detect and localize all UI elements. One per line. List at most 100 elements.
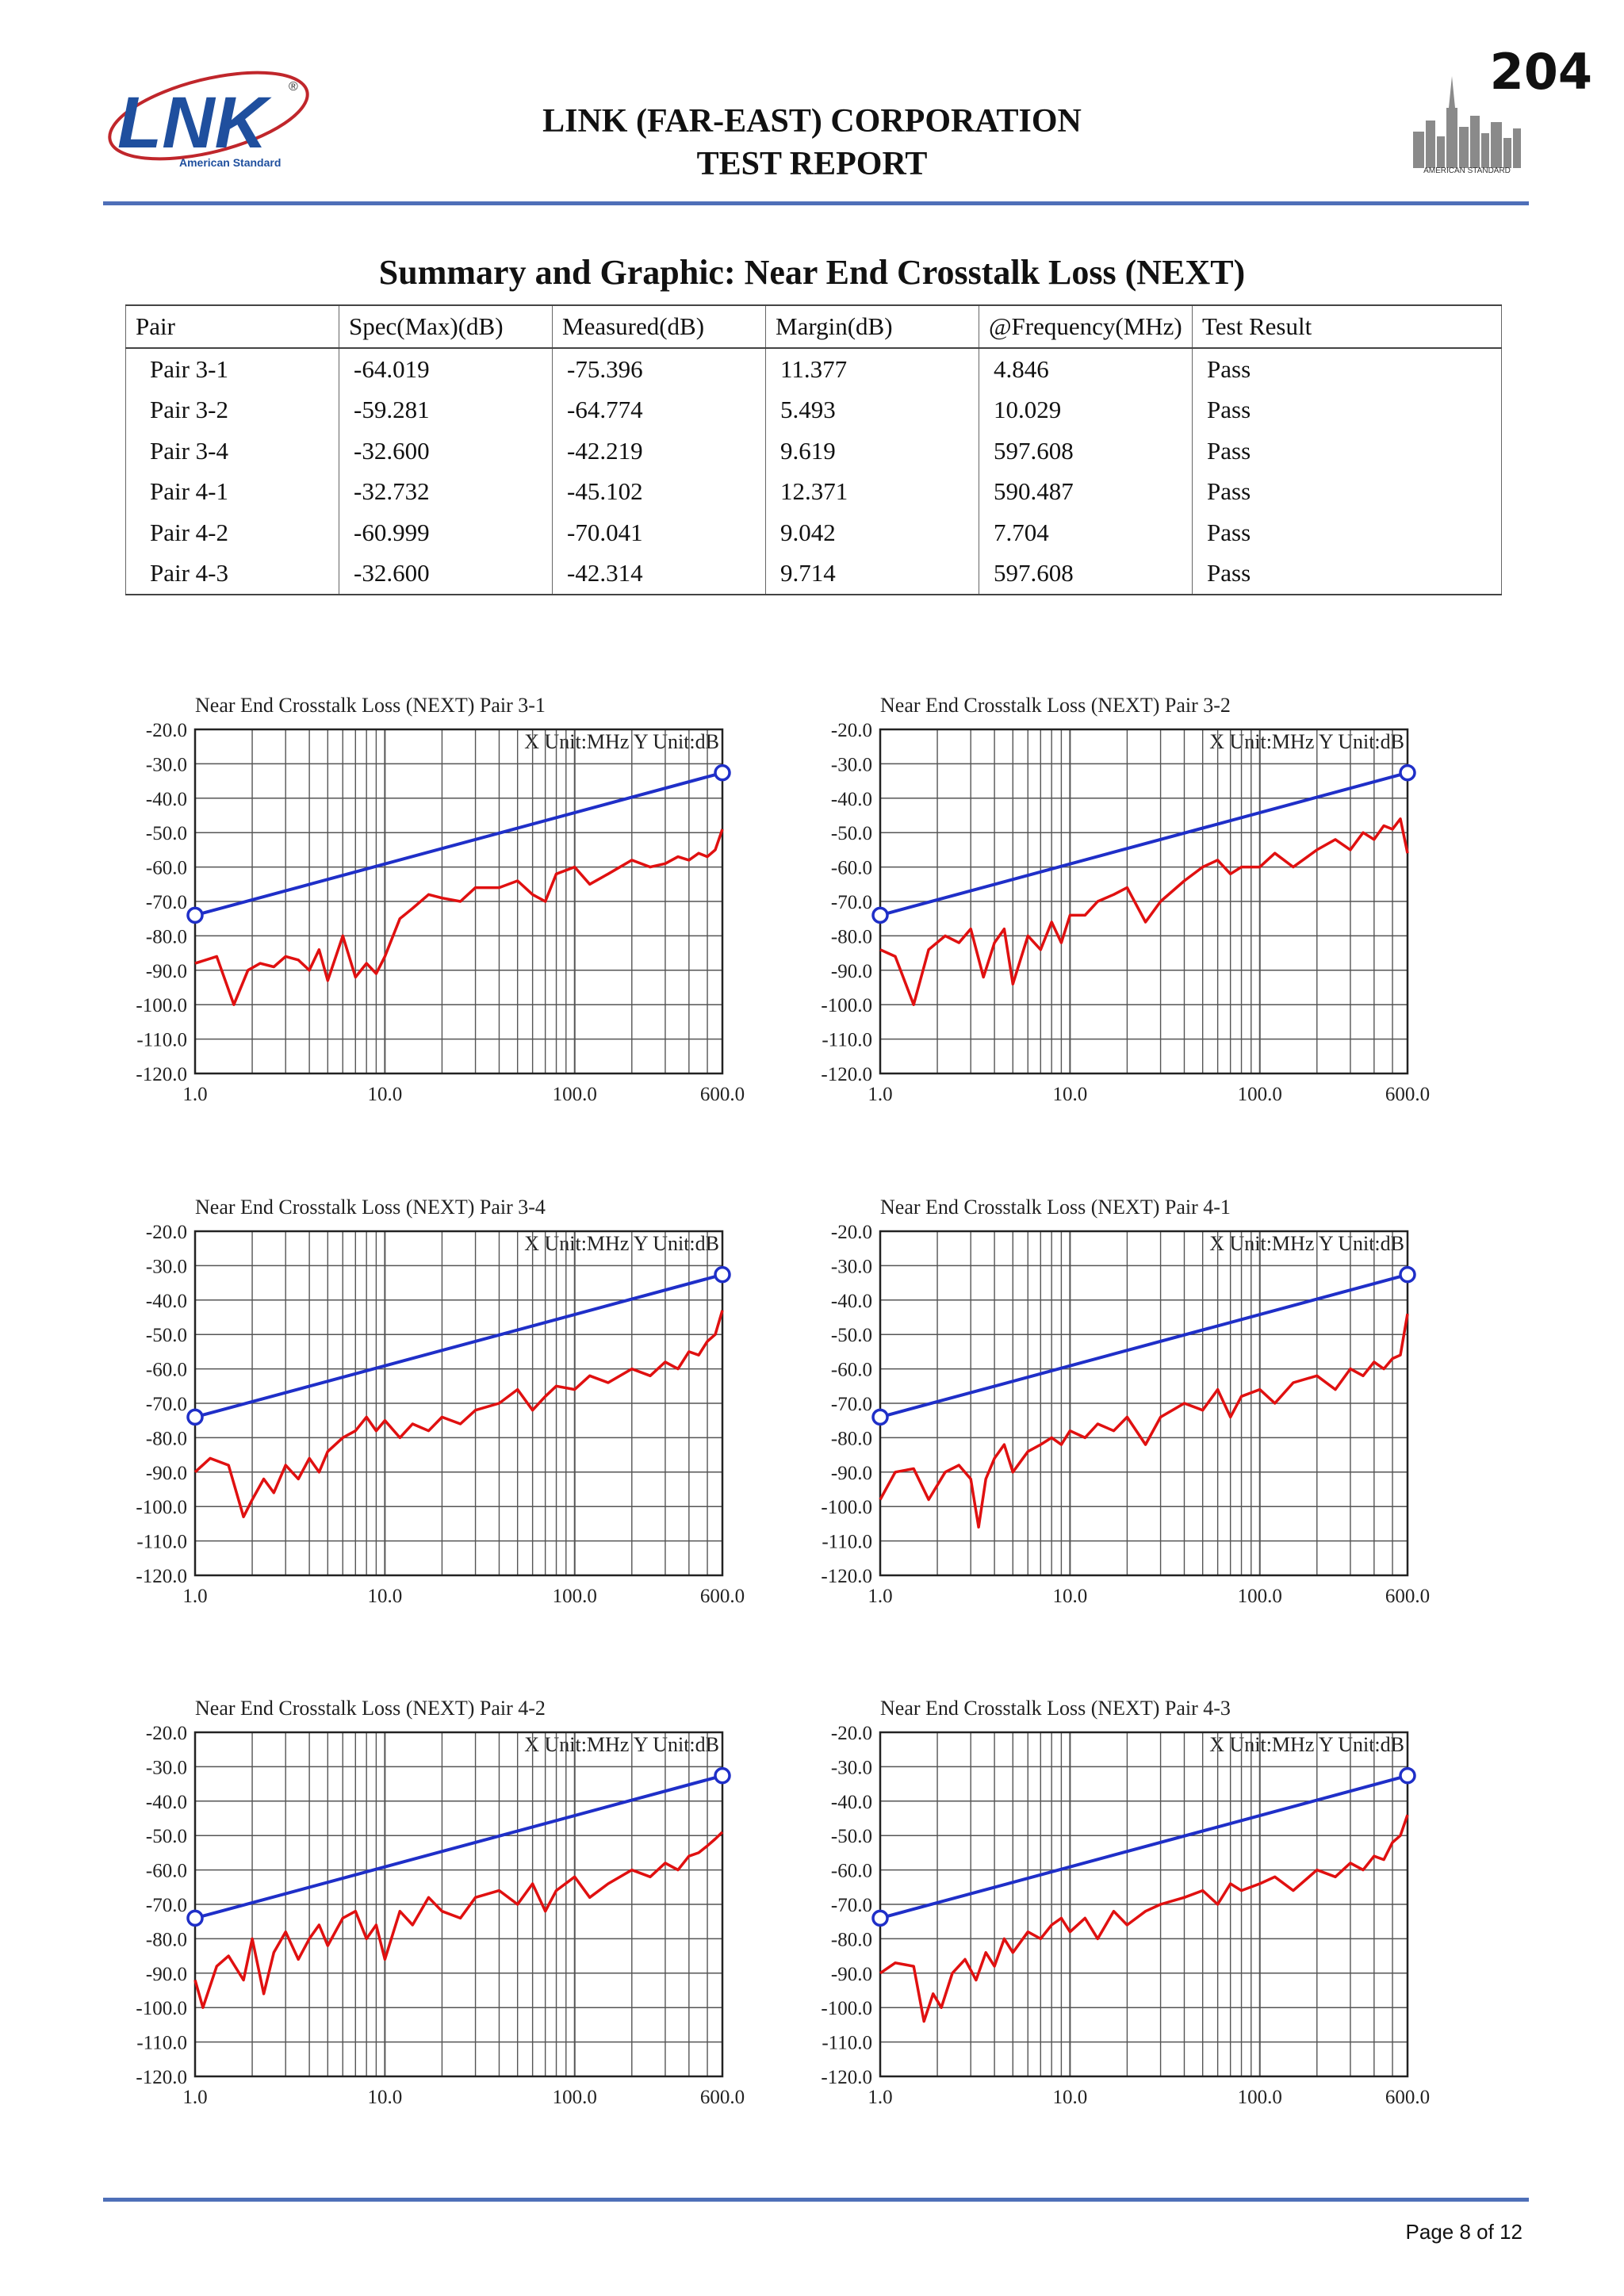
chart-title: Near End Crosstalk Loss (NEXT) Pair 4-3	[880, 1697, 1231, 1720]
measured-line	[879, 1814, 1409, 2023]
chart-grid	[879, 1731, 1409, 2078]
cell-result: Pass	[1192, 430, 1502, 472]
section-title: Summary and Graphic: Near End Crosstalk …	[378, 253, 1246, 292]
footer-divider	[103, 2198, 1529, 2202]
x-tick-label: 1.0	[182, 1586, 207, 1607]
y-tick-label: -30.0	[831, 754, 872, 775]
y-tick-label: -70.0	[831, 892, 872, 913]
cell-pair: Pair 4-3	[125, 553, 339, 595]
cell-pair: Pair 3-2	[125, 389, 339, 430]
y-tick-label: -50.0	[146, 823, 187, 844]
measured-line	[193, 1831, 724, 2009]
x-tick-label: 1.0	[182, 2087, 207, 2108]
y-tick-label: -90.0	[831, 1964, 872, 1985]
chart-pair-4-3: Near End Crosstalk Loss (NEXT) Pair 4-3 X…	[821, 1697, 1430, 2108]
cell-measured: -42.219	[552, 430, 766, 472]
cell-margin: 9.619	[765, 430, 979, 472]
header-divider	[103, 201, 1529, 205]
y-tick-label: -110.0	[822, 2033, 872, 2054]
x-tick-label: 10.0	[367, 1084, 402, 1105]
cell-pair: Pair 4-1	[125, 471, 339, 512]
y-tick-label: -120.0	[136, 1064, 187, 1085]
chart-grid	[193, 1731, 724, 2078]
x-tick-label: 600.0	[700, 2087, 745, 2108]
y-tick-label: -120.0	[136, 1566, 187, 1587]
cell-margin: 5.493	[765, 389, 979, 430]
cell-measured: -42.314	[552, 553, 766, 595]
x-tick-label: 10.0	[367, 2087, 402, 2108]
y-tick-label: -20.0	[831, 1723, 872, 1744]
measured-line	[879, 1313, 1409, 1529]
y-tick-label: -80.0	[146, 1428, 187, 1449]
y-tick-label: -40.0	[831, 1291, 872, 1312]
chart-pair-3-4: Near End Crosstalk Loss (NEXT) Pair 3-4 X…	[136, 1196, 745, 1607]
y-tick-label: -20.0	[831, 1222, 872, 1243]
cell-margin: 11.377	[765, 348, 979, 390]
chart-grid	[879, 728, 1409, 1075]
spec-limit-line	[194, 771, 723, 917]
chart-title: Near End Crosstalk Loss (NEXT) Pair 4-2	[195, 1697, 546, 1720]
x-tick-label: 10.0	[1052, 2087, 1087, 2108]
col-measured: Measured(dB)	[552, 304, 766, 349]
x-tick-label: 1.0	[182, 1084, 207, 1105]
y-tick-label: -70.0	[831, 1895, 872, 1916]
spec-endpoint-marker	[871, 1408, 889, 1426]
cell-spec: -64.019	[339, 348, 553, 390]
chart-title: Near End Crosstalk Loss (NEXT) Pair 3-1	[195, 694, 546, 717]
y-tick-label: -20.0	[831, 720, 872, 741]
x-tick-label: 100.0	[1238, 2087, 1282, 2108]
chart-pair-4-2: Near End Crosstalk Loss (NEXT) Pair 4-2 X…	[136, 1697, 745, 2108]
y-tick-label: -30.0	[831, 1256, 872, 1277]
y-tick-label: -90.0	[146, 961, 187, 982]
cell-measured: -45.102	[552, 471, 766, 512]
y-tick-label: -90.0	[146, 1463, 187, 1484]
cell-margin: 9.042	[765, 512, 979, 553]
cell-pair: Pair 4-2	[125, 512, 339, 553]
y-tick-label: -50.0	[831, 1325, 872, 1346]
chart-unit-label: X Unit:MHz Y Unit:dB	[1209, 1232, 1404, 1255]
x-tick-label: 600.0	[1385, 1084, 1430, 1105]
company-name: LINK (FAR-EAST) CORPORATION	[542, 103, 1082, 140]
measured-line	[879, 817, 1409, 1006]
cell-spec: -59.281	[339, 389, 553, 430]
spec-limit-line	[194, 1774, 723, 1920]
x-tick-label: 1.0	[868, 1084, 892, 1105]
table-row: Pair 3-2 -59.281 -64.774 5.493 10.029 Pa…	[125, 389, 1502, 430]
svg-text:®: ®	[289, 80, 298, 94]
chart-unit-label: X Unit:MHz Y Unit:dB	[524, 1232, 719, 1255]
y-tick-label: -120.0	[136, 2067, 187, 2088]
y-tick-label: -20.0	[146, 720, 187, 741]
y-tick-label: -110.0	[136, 1532, 187, 1553]
link-logo: LNK ® American Standard	[108, 71, 309, 169]
table-row: Pair 4-2 -60.999 -70.041 9.042 7.704 Pas…	[125, 512, 1502, 553]
spec-endpoint-marker	[714, 763, 731, 782]
y-tick-label: -120.0	[821, 1566, 872, 1587]
table-row: Pair 3-4 -32.600 -42.219 9.619 597.608 P…	[125, 430, 1502, 472]
measured-line	[194, 828, 724, 1006]
cell-frequency: 597.608	[979, 430, 1193, 472]
y-tick-label: -70.0	[146, 892, 187, 913]
spec-endpoint-marker	[871, 1909, 889, 1927]
chart-unit-label: X Unit:MHz Y Unit:dB	[1209, 730, 1404, 753]
cell-result: Pass	[1192, 512, 1502, 553]
table-row: Pair 3-1 -64.019 -75.396 11.377 4.846 Pa…	[125, 348, 1502, 390]
y-tick-label: -40.0	[831, 1792, 872, 1813]
chart-grid	[879, 1230, 1409, 1577]
y-tick-label: -70.0	[146, 1895, 187, 1916]
x-tick-label: 600.0	[1385, 2087, 1430, 2108]
cell-frequency: 590.487	[979, 471, 1193, 512]
y-tick-label: -110.0	[822, 1030, 872, 1051]
y-tick-label: -40.0	[831, 789, 872, 810]
y-tick-label: -30.0	[831, 1757, 872, 1778]
skyline-caption: AMERICAN STANDARD	[1423, 166, 1511, 175]
x-tick-label: 1.0	[868, 1586, 892, 1607]
x-tick-label: 1.0	[868, 2087, 892, 2108]
cell-result: Pass	[1192, 389, 1502, 430]
spec-endpoint-marker	[714, 1766, 731, 1785]
y-tick-label: -50.0	[146, 1826, 187, 1847]
chart-grid	[193, 728, 724, 1075]
city-skyline-icon	[1413, 76, 1521, 168]
y-tick-label: -110.0	[822, 1532, 872, 1553]
spec-endpoint-marker	[1399, 1265, 1416, 1284]
cell-margin: 12.371	[765, 471, 979, 512]
